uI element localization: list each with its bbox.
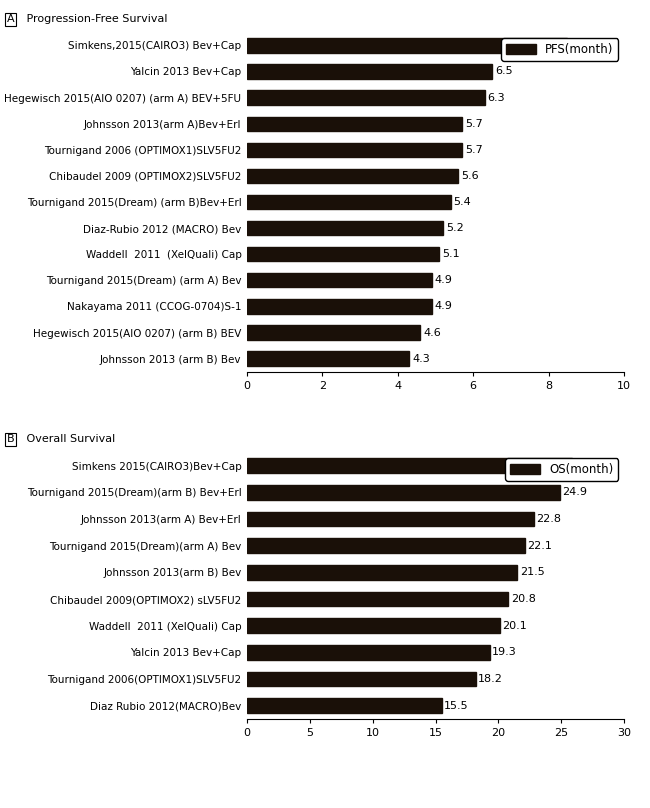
Text: A: A — [6, 15, 14, 24]
Bar — [247, 221, 443, 235]
Text: 20.1: 20.1 — [502, 621, 527, 631]
Text: 21.5: 21.5 — [520, 567, 545, 578]
Bar — [247, 698, 442, 713]
Bar — [247, 299, 432, 314]
Text: 5.4: 5.4 — [454, 197, 471, 207]
Text: 4.9: 4.9 — [435, 301, 452, 311]
Text: 5.7: 5.7 — [465, 145, 483, 155]
Bar — [247, 485, 560, 500]
Text: 18.2: 18.2 — [478, 674, 503, 684]
Bar — [247, 591, 508, 607]
Bar — [247, 247, 439, 261]
Text: Overall Survival: Overall Survival — [23, 435, 115, 444]
Text: 19.3: 19.3 — [492, 647, 517, 658]
Text: 15.5: 15.5 — [445, 701, 469, 711]
Text: 4.6: 4.6 — [423, 327, 441, 338]
Bar — [247, 671, 476, 687]
Text: 5.2: 5.2 — [446, 223, 464, 233]
Bar — [247, 65, 492, 78]
Text: 24.9: 24.9 — [562, 487, 588, 498]
Text: 4.9: 4.9 — [435, 276, 452, 285]
Text: 20.8: 20.8 — [511, 594, 536, 604]
Legend: OS(month): OS(month) — [506, 458, 618, 481]
Bar — [247, 351, 409, 366]
Text: 25.9: 25.9 — [575, 461, 600, 471]
Text: 22.8: 22.8 — [536, 514, 561, 524]
Text: 5.6: 5.6 — [461, 171, 479, 181]
Text: 6.5: 6.5 — [495, 66, 513, 77]
Bar — [247, 458, 573, 473]
Text: B: B — [6, 435, 14, 444]
Text: 5.7: 5.7 — [465, 119, 483, 128]
Bar — [247, 326, 421, 339]
Bar — [247, 645, 489, 660]
Text: 22.1: 22.1 — [527, 541, 552, 551]
Text: 8.5: 8.5 — [571, 40, 588, 50]
Text: Progression-Free Survival: Progression-Free Survival — [23, 15, 167, 24]
Bar — [247, 90, 484, 105]
Bar — [247, 273, 432, 288]
Bar — [247, 511, 534, 527]
Bar — [247, 38, 567, 53]
Bar — [247, 618, 500, 633]
Legend: PFS(month): PFS(month) — [501, 38, 618, 61]
Bar — [247, 116, 462, 131]
Text: 4.3: 4.3 — [412, 354, 430, 364]
Bar — [247, 142, 462, 157]
Text: 6.3: 6.3 — [488, 93, 505, 103]
Bar — [247, 169, 458, 183]
Bar — [247, 538, 525, 553]
Bar — [247, 565, 517, 580]
Bar — [247, 195, 450, 209]
Text: 5.1: 5.1 — [442, 249, 460, 259]
